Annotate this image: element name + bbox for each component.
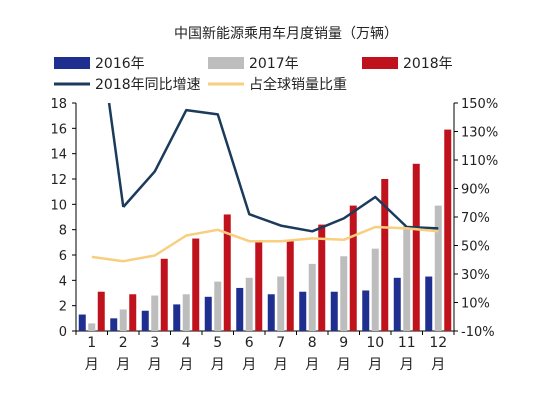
line-2018年同比增速-entry <box>107 102 125 208</box>
bar-2017年-10月 <box>371 248 379 331</box>
bar-2016年-7月 <box>267 294 275 331</box>
y-right-tick-label: 70% <box>461 211 490 226</box>
lines <box>91 102 439 263</box>
bar-2016年-1月 <box>78 314 86 331</box>
y-left-tick-label: 2 <box>59 300 67 315</box>
legend-swatch-2018年 <box>362 57 398 69</box>
y-left-tick-label: 6 <box>59 249 67 264</box>
y-left-tick-label: 12 <box>50 173 67 188</box>
bar-2017年-3月 <box>151 295 159 331</box>
bar-2016年-8月 <box>299 291 307 331</box>
x-axis: 1 月 2 月 3 月 4 月 5 月 6 月 7 月 8 月 9 月 10 月 11 月 12 月 <box>75 330 455 373</box>
bar-2017年-2月 <box>119 309 127 331</box>
y-right-tick-label: 50% <box>461 240 490 255</box>
bar-2018年-12月 <box>444 129 452 331</box>
legend-label-2018年同比增速: 2018年同比增速 <box>95 77 201 93</box>
bars <box>78 129 452 331</box>
bar-2018年-2月 <box>129 294 137 331</box>
bar-2018年-4月 <box>192 238 200 331</box>
y-left-tick-label: 8 <box>59 224 67 239</box>
bar-2016年-12月 <box>425 276 433 331</box>
y-right-tick-label: 130% <box>461 126 498 141</box>
y-right-tick-label: -10% <box>461 325 495 340</box>
bar-2016年-4月 <box>173 304 181 331</box>
bar-2016年-11月 <box>393 277 401 331</box>
y-right-tick-label: 10% <box>461 297 490 312</box>
y-right-tick-label: 30% <box>461 268 490 283</box>
bar-2018年-5月 <box>223 214 231 331</box>
y-left-tick-label: 10 <box>50 198 67 213</box>
bar-2017年-9月 <box>340 256 348 331</box>
bar-2017年-4月 <box>182 294 190 331</box>
bar-2017年-1月 <box>88 323 96 331</box>
y-right-tick-label: 150% <box>461 97 498 112</box>
y-left-tick-label: 18 <box>50 97 67 112</box>
bar-2018年-7月 <box>286 241 294 331</box>
bar-2016年-2月 <box>110 318 118 331</box>
bar-2016年-6月 <box>236 287 244 331</box>
y-right-tick-label: 90% <box>461 183 490 198</box>
legend-swatch-2016年 <box>54 57 90 69</box>
bar-2017年-8月 <box>308 263 316 331</box>
line-2018年同比增速 <box>122 108 439 233</box>
legend-label-2018年: 2018年 <box>403 56 453 72</box>
y-left-axis: 0 2 4 6 8 10 12 14 16 18 <box>50 97 77 340</box>
bar-2017年-6月 <box>245 277 253 331</box>
legend-label-2016年: 2016年 <box>95 56 145 72</box>
bar-2018年-10月 <box>381 179 389 331</box>
bar-2016年-9月 <box>330 291 338 331</box>
y-right-axis: -10% 10% 30% 50% 70% 90% 110% 130% 150% <box>453 97 498 340</box>
bar-2018年-9月 <box>349 205 357 331</box>
legend-label-2017年: 2017年 <box>249 56 299 72</box>
bar-2018年-11月 <box>412 163 420 331</box>
legend: 2016年 2017年 2018年 2018年同比增速 占全球销量比重 <box>54 56 453 93</box>
chart-title: 中国新能源乘用车月度销量（万辆） <box>174 25 398 42</box>
x-tick-label: 11 月 <box>398 335 416 373</box>
bar-2018年-6月 <box>255 241 263 331</box>
bar-2016年-10月 <box>362 290 370 331</box>
bar-2017年-11月 <box>403 225 411 331</box>
bar-2017年-7月 <box>277 276 285 331</box>
bar-2016年-5月 <box>204 296 212 331</box>
bar-2018年-8月 <box>318 224 326 331</box>
legend-label-占全球销量比重: 占全球销量比重 <box>249 76 347 93</box>
bar-2018年-1月 <box>97 291 105 331</box>
y-left-tick-label: 14 <box>50 148 67 163</box>
bar-2018年-3月 <box>160 258 168 331</box>
line-占全球销量比重 <box>91 225 439 263</box>
bar-2017年-5月 <box>214 281 222 331</box>
bar-2016年-3月 <box>141 310 149 331</box>
x-tick-label: 10 月 <box>366 335 384 373</box>
y-left-tick-label: 0 <box>59 325 67 340</box>
x-tick-label: 12 月 <box>429 335 447 373</box>
legend-swatch-2017年 <box>208 57 244 69</box>
y-left-tick-label: 4 <box>59 274 67 289</box>
bar-2017年-12月 <box>434 205 442 331</box>
y-left-tick-label: 16 <box>50 122 67 137</box>
y-right-tick-label: 110% <box>461 154 498 169</box>
